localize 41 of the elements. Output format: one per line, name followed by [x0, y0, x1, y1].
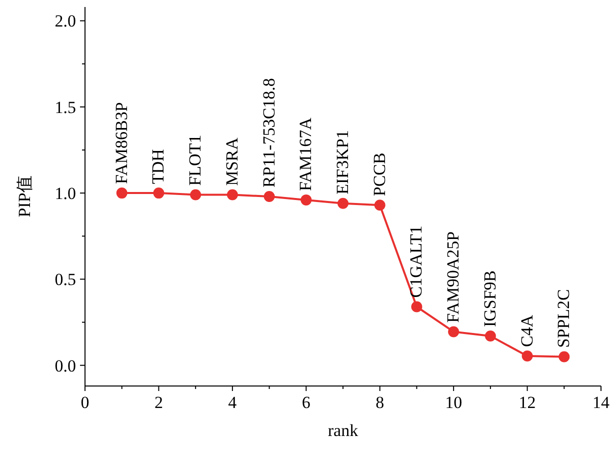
x-tick-label: 12: [518, 393, 536, 412]
annotation: TDH: [148, 149, 168, 184]
annotation: FAM86B3P: [112, 102, 131, 184]
annotation: FLOT1: [186, 134, 205, 186]
annotation: C4A: [517, 314, 536, 348]
x-tick-label: 6: [302, 393, 310, 412]
point: [153, 188, 164, 199]
point: [300, 194, 312, 206]
point: [448, 326, 460, 338]
point: [558, 351, 570, 362]
x-tick-label: 10: [445, 393, 462, 412]
point: [522, 350, 533, 362]
x-tick-label: 8: [376, 393, 384, 412]
point: [190, 189, 202, 200]
point: [116, 188, 128, 199]
y-tick-label: 1.0: [54, 184, 76, 204]
annotation: RP11-753C18.8: [259, 78, 278, 188]
point: [226, 189, 238, 200]
annotation: SPPL2C: [554, 289, 574, 348]
point: [374, 200, 386, 211]
x-tick-label: 0: [80, 393, 90, 412]
x-tick-label: 2: [154, 393, 163, 412]
y-tick-label: 2.0: [54, 12, 76, 31]
annotation: C1GALT1: [406, 226, 426, 298]
point: [338, 198, 348, 209]
annotation: FAM90A25P: [444, 231, 463, 323]
y-axis-title: PIP值: [15, 176, 34, 218]
annotation: PCCB: [370, 152, 389, 196]
point: [264, 191, 275, 202]
y-tick-label: 0.0: [54, 356, 76, 376]
point: [411, 301, 422, 312]
x-tick-label: 4: [228, 393, 238, 412]
y-tick-label: 1.5: [54, 98, 76, 117]
x-tick-label: 14: [592, 393, 610, 412]
annotation: MSRA: [222, 136, 242, 186]
y-tick-label: 0.5: [54, 270, 76, 290]
x-axis-title: rank: [328, 421, 359, 440]
point: [484, 330, 496, 342]
annotation: FAM167A: [296, 116, 316, 191]
annotation: EIF3KP1: [333, 130, 352, 194]
annotation: IGSF9B: [480, 270, 500, 328]
